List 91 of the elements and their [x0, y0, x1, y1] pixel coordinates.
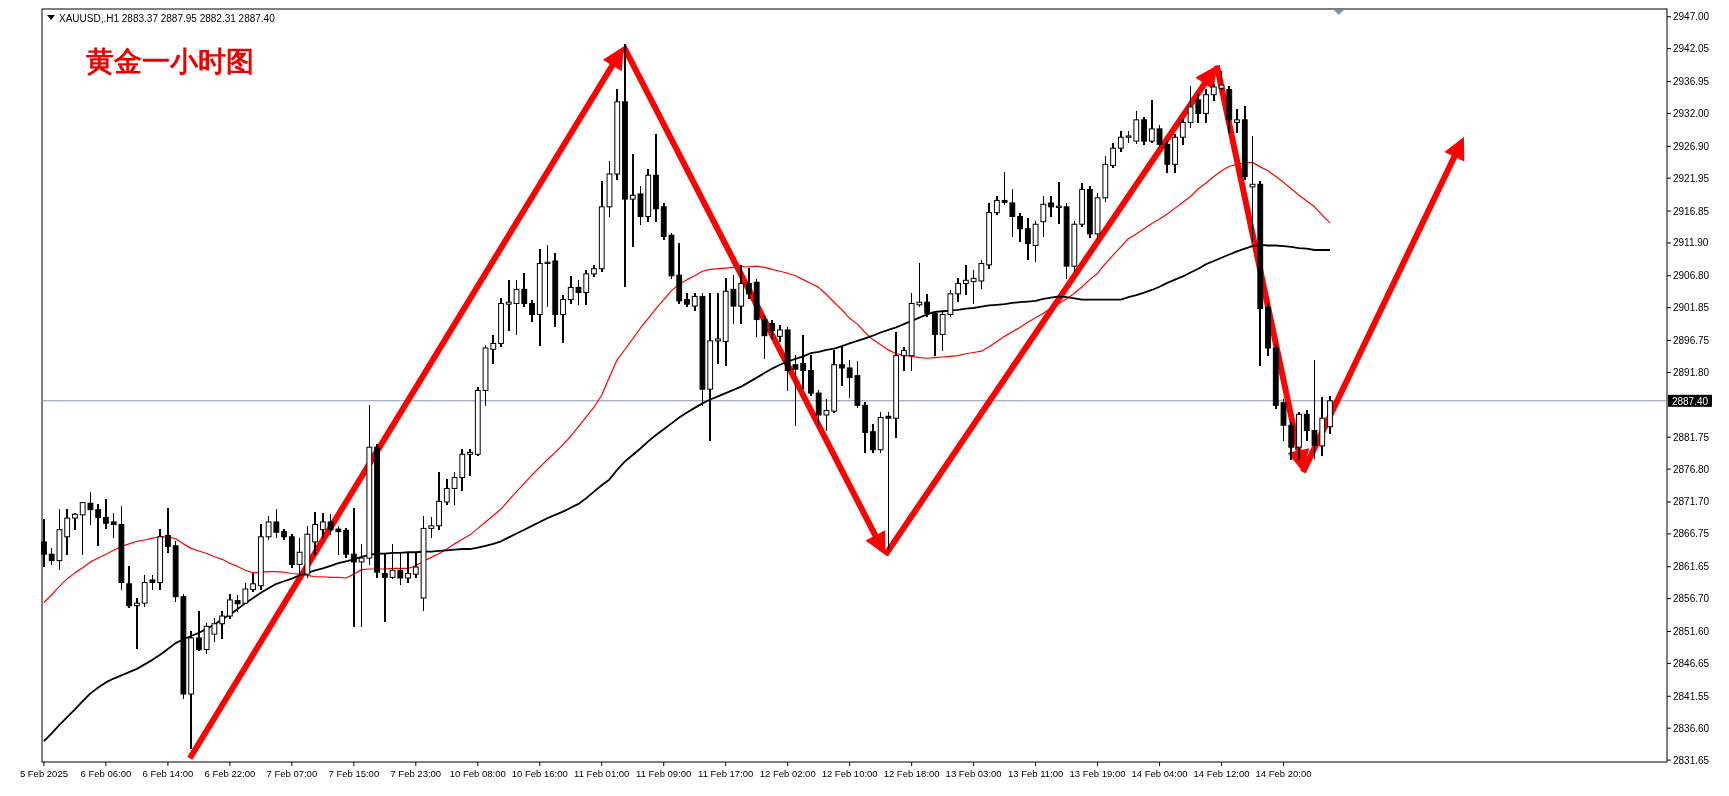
y-tick-label: 2926.90 [1673, 140, 1710, 152]
x-tick-label: 13 Feb 19:00 [1069, 768, 1126, 779]
candlestick [350, 507, 357, 628]
y-tick-label: 2851.60 [1673, 626, 1710, 638]
candlestick [924, 293, 931, 317]
y-tick-label: 2856.70 [1673, 593, 1710, 605]
candlestick [312, 512, 318, 555]
y-tick-label: 2881.75 [1673, 431, 1710, 443]
candlestick [808, 354, 814, 396]
x-tick-label: 10 Feb 08:00 [449, 768, 506, 779]
candlestick [1017, 213, 1023, 242]
candlestick [64, 508, 71, 555]
y-tick-label: 2911.90 [1673, 237, 1709, 249]
x-tick-label: 14 Feb 04:00 [1131, 768, 1188, 779]
candlestick [870, 424, 876, 454]
x-tick-label: 7 Feb 23:00 [390, 768, 442, 779]
candlestick [746, 267, 752, 300]
x-tick-label: 7 Feb 07:00 [266, 768, 318, 779]
x-tick-label: 5 Feb 2025 [19, 768, 68, 779]
y-tick-label: 2916.85 [1673, 205, 1710, 217]
candlestick [164, 507, 171, 554]
y-tick-label: 2901.85 [1673, 302, 1710, 314]
candlestick [529, 300, 535, 322]
candlestick [219, 610, 226, 640]
x-tick-label: 12 Feb 02:00 [759, 768, 816, 779]
candlestick [1032, 220, 1039, 263]
x-tick-label: 11 Feb 01:00 [574, 768, 630, 779]
candlestick [412, 553, 419, 578]
candlestick [72, 513, 78, 531]
ref-line-label: 2887.40 [1671, 395, 1709, 407]
candlestick [1141, 117, 1147, 146]
line-series [43, 161, 1331, 604]
candlestick [95, 503, 102, 546]
candlestick [1234, 109, 1240, 133]
x-tick-label: 12 Feb 10:00 [821, 768, 878, 779]
y-tick-label: 2921.95 [1673, 172, 1710, 184]
x-tick-label: 12 Feb 18:00 [883, 768, 940, 779]
y-tick-label: 2866.75 [1673, 528, 1710, 540]
candlestick [962, 265, 969, 295]
chart-subtitle: XAUUSD,.H1 2883.37 2887.95 2882.31 2887.40 [59, 13, 276, 24]
candlestick [839, 347, 845, 387]
y-tick-label: 2831.65 [1673, 754, 1710, 766]
candlestick [955, 277, 962, 302]
candlestick [381, 553, 388, 622]
candlestick [1040, 195, 1047, 238]
candlestick [738, 265, 745, 325]
y-tick-label: 2942.05 [1673, 43, 1710, 55]
candlestick [1048, 195, 1054, 218]
x-tick-label: 11 Feb 09:00 [636, 768, 692, 779]
candlestick [126, 565, 133, 609]
candlestick [467, 448, 473, 476]
y-tick-label: 2841.55 [1673, 690, 1710, 702]
candlestick [134, 598, 140, 650]
y-tick-label: 2836.60 [1673, 722, 1710, 734]
x-tick-label: 6 Feb 22:00 [204, 768, 256, 779]
candlestick [900, 347, 907, 372]
candlestick [560, 294, 566, 343]
x-tick-label: 11 Feb 17:00 [698, 768, 754, 779]
x-tick-label: 14 Feb 12:00 [1193, 768, 1250, 779]
candlestick [1110, 142, 1116, 168]
x-tick-label: 6 Feb 06:00 [80, 768, 132, 779]
y-tick-label: 2932.00 [1673, 107, 1710, 119]
candlestick [1024, 218, 1031, 260]
y-tick-label: 2876.80 [1673, 463, 1710, 475]
x-tick-label: 7 Feb 15:00 [328, 768, 380, 779]
y-tick-label: 2846.65 [1673, 657, 1710, 669]
candlestick [715, 293, 721, 365]
candlestick [1203, 89, 1209, 123]
x-tick-label: 13 Feb 03:00 [945, 768, 1002, 779]
x-tick-label: 10 Feb 16:00 [511, 768, 568, 779]
candlestick [319, 513, 326, 538]
text: 黄金一小时图 [85, 46, 254, 77]
candlestick [405, 553, 411, 583]
y-tick-label: 2861.65 [1673, 561, 1710, 573]
candlestick [195, 610, 202, 651]
x-tick-label: 14 Feb 20:00 [1255, 768, 1312, 779]
x-tick-label: 6 Feb 14:00 [142, 768, 194, 779]
y-tick-label: 2906.80 [1673, 270, 1710, 282]
candlestick [1055, 182, 1062, 225]
y-tick-label: 2947.00 [1673, 11, 1710, 23]
y-tick-label: 2871.70 [1673, 496, 1710, 508]
candlestick [931, 311, 938, 357]
x-tick-label: 13 Feb 11:00 [1007, 768, 1064, 779]
y-tick-label: 2936.95 [1673, 76, 1710, 87]
y-tick-label: 2891.80 [1673, 366, 1710, 378]
y-tick-label: 2896.75 [1673, 335, 1710, 347]
candlestick [103, 499, 109, 529]
candlestick [1117, 131, 1124, 153]
candlestick [800, 334, 807, 389]
candlestick [343, 527, 349, 558]
candlestick [226, 593, 233, 620]
